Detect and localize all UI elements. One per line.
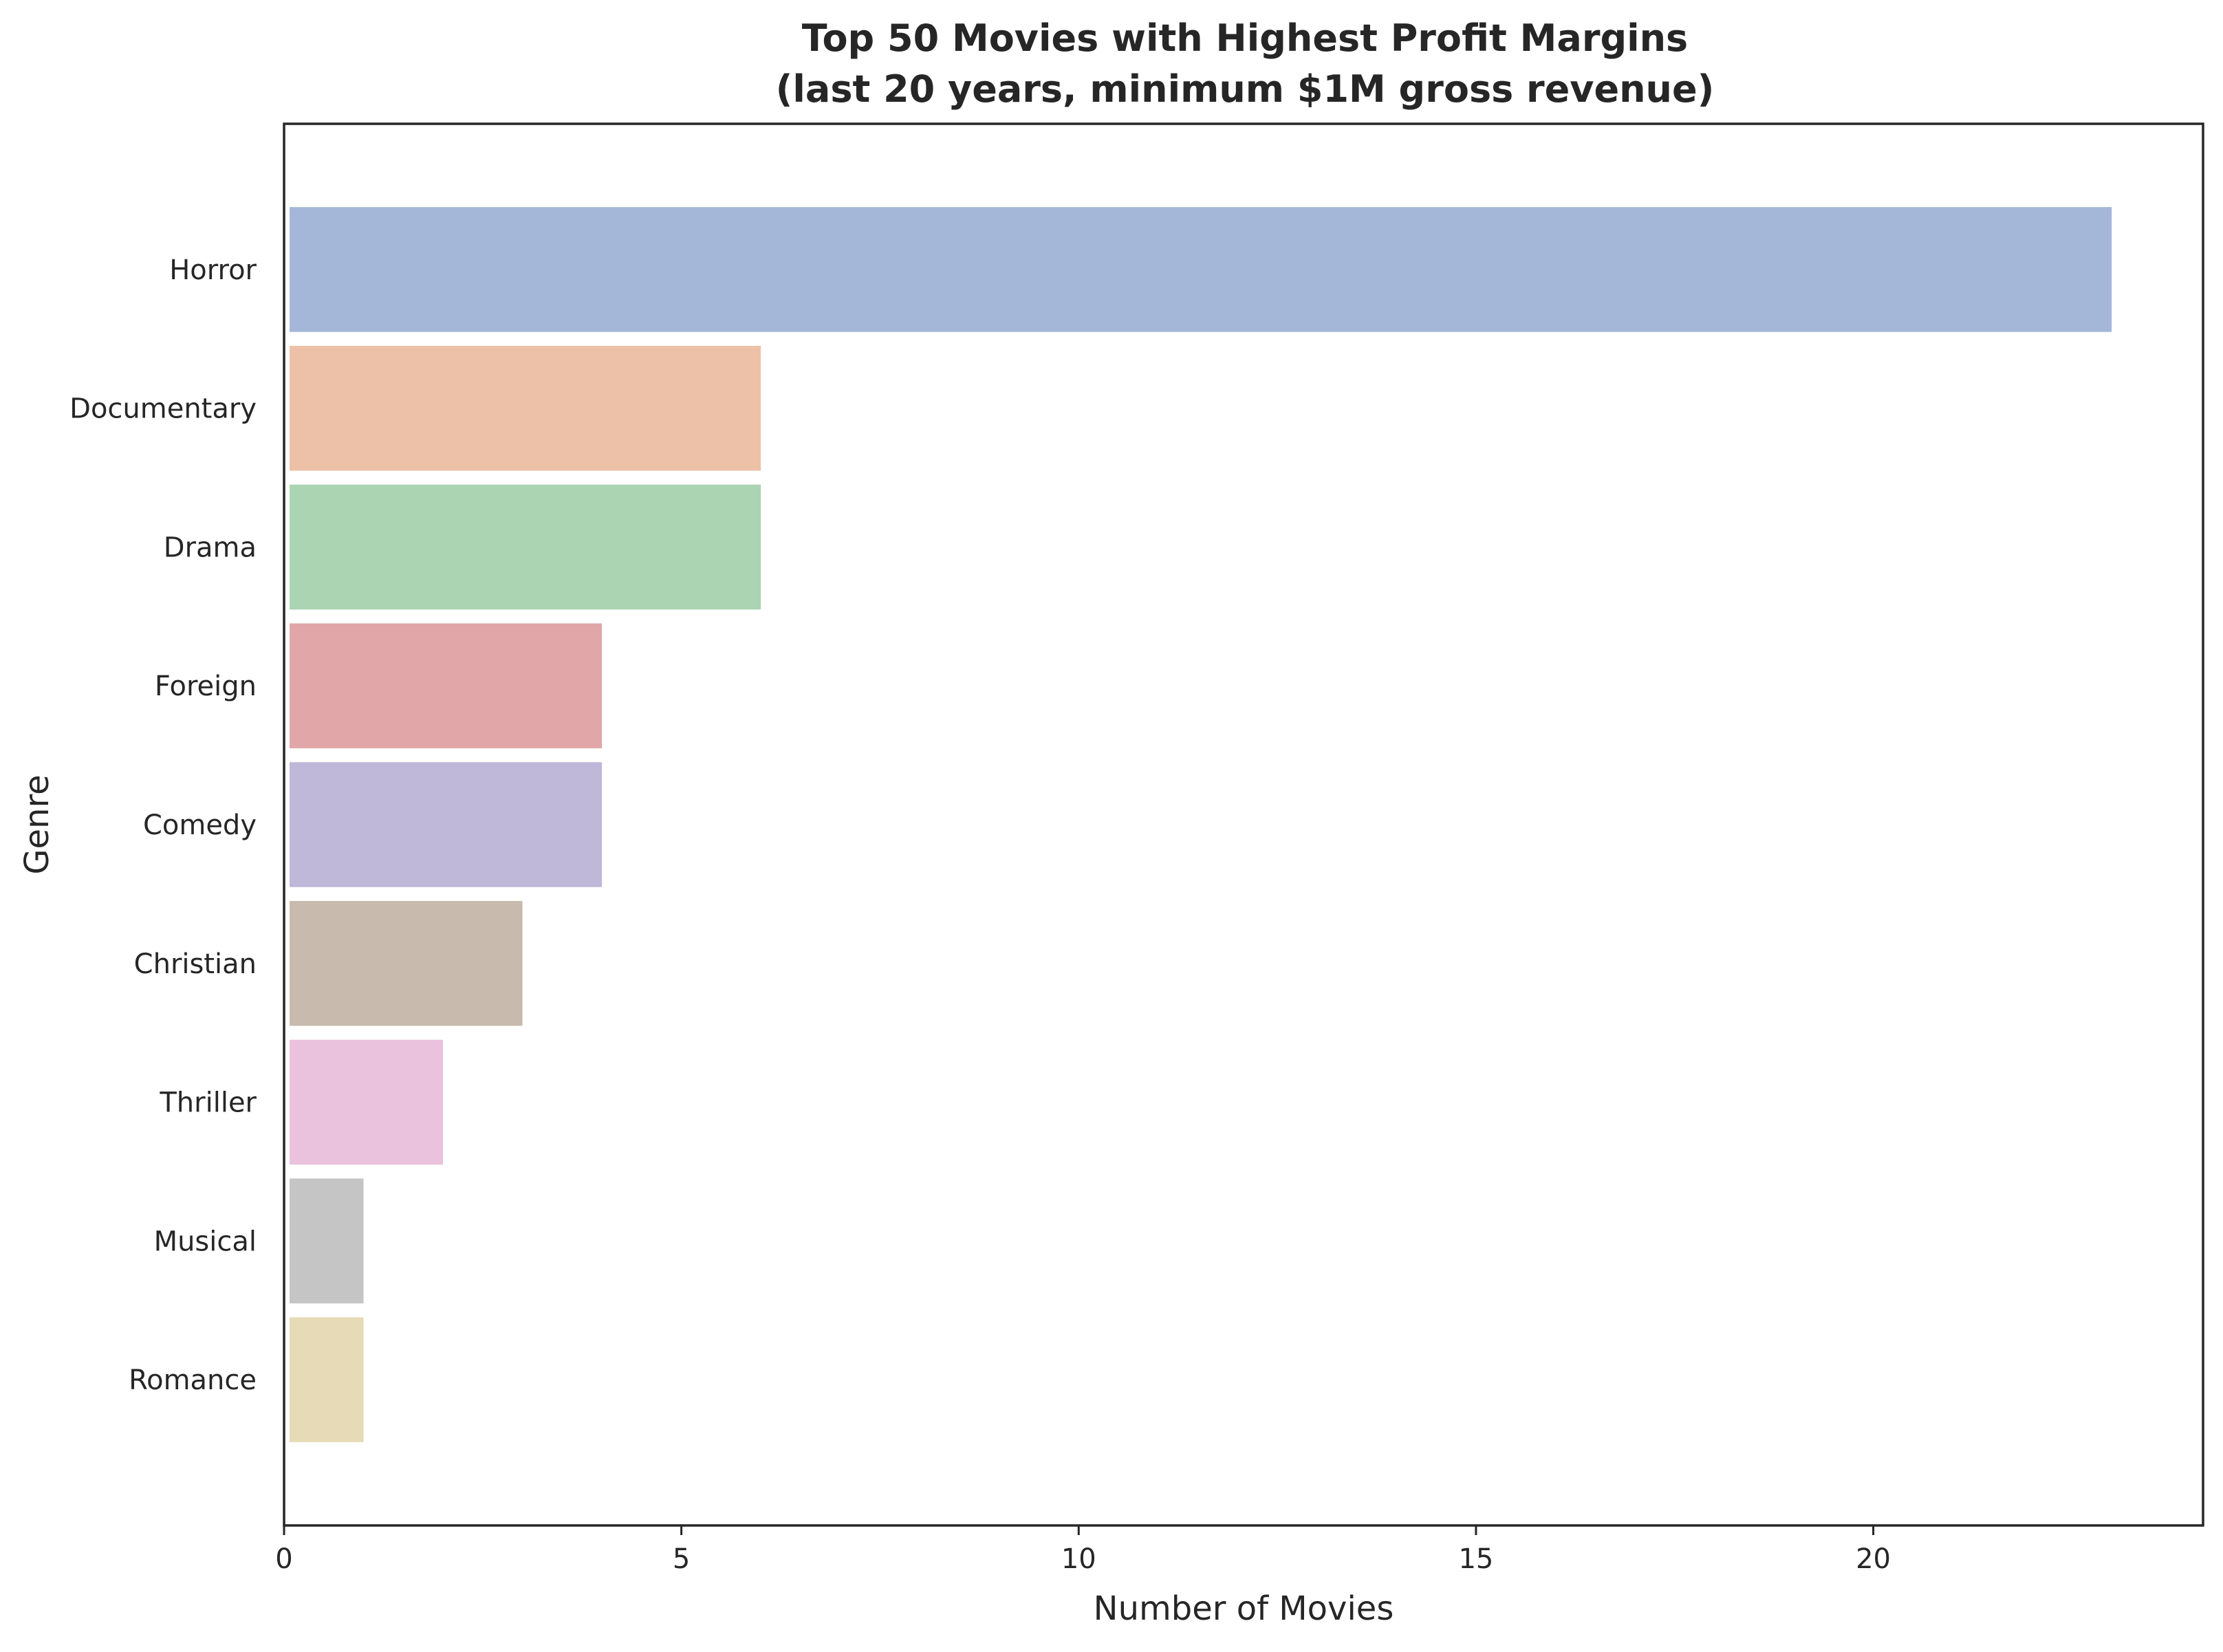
- bar-romance: [290, 1317, 364, 1442]
- x-tick-labels: 0 5 10 15 20: [275, 1525, 1891, 1575]
- y-tick-label-thriller: Thriller: [159, 1087, 257, 1119]
- bar-musical: [290, 1178, 364, 1304]
- y-tick-label-documentary: Documentary: [69, 393, 257, 425]
- x-tick-label-5: 5: [673, 1543, 690, 1575]
- chart-title-line-2: (last 20 years, minimum $1M gross revenu…: [776, 67, 1715, 111]
- bar-documentary: [290, 345, 761, 471]
- chart-title-line-1: Top 50 Movies with Highest Profit Margin…: [802, 17, 1688, 60]
- y-tick-label-romance: Romance: [129, 1365, 257, 1396]
- plot-frame: [283, 122, 2204, 1527]
- bars-group: [290, 207, 2112, 1442]
- y-tick-labels: Horror Documentary Drama Foreign Comedy Chris…: [69, 254, 257, 1396]
- y-axis-label: Genre: [18, 774, 56, 874]
- y-tick-label-horror: Horror: [169, 254, 257, 286]
- y-tick-label-drama: Drama: [164, 532, 257, 563]
- y-tick-label-comedy: Comedy: [143, 809, 257, 841]
- bar-horror: [290, 207, 2112, 332]
- x-tick-label-10: 10: [1061, 1543, 1096, 1575]
- y-tick-label-christian: Christian: [134, 948, 257, 980]
- bar-christian: [290, 900, 523, 1026]
- bar-comedy: [290, 762, 603, 887]
- x-tick-label-0: 0: [275, 1543, 292, 1575]
- y-tick-label-musical: Musical: [154, 1226, 257, 1257]
- bar-foreign: [290, 623, 603, 749]
- bar-drama: [290, 484, 761, 610]
- x-tick-label-20: 20: [1856, 1543, 1891, 1575]
- y-tick-label-foreign: Foreign: [155, 671, 257, 702]
- bar-thriller: [290, 1039, 444, 1165]
- x-tick-label-15: 15: [1458, 1543, 1493, 1575]
- x-axis-label: Number of Movies: [1094, 1589, 1394, 1628]
